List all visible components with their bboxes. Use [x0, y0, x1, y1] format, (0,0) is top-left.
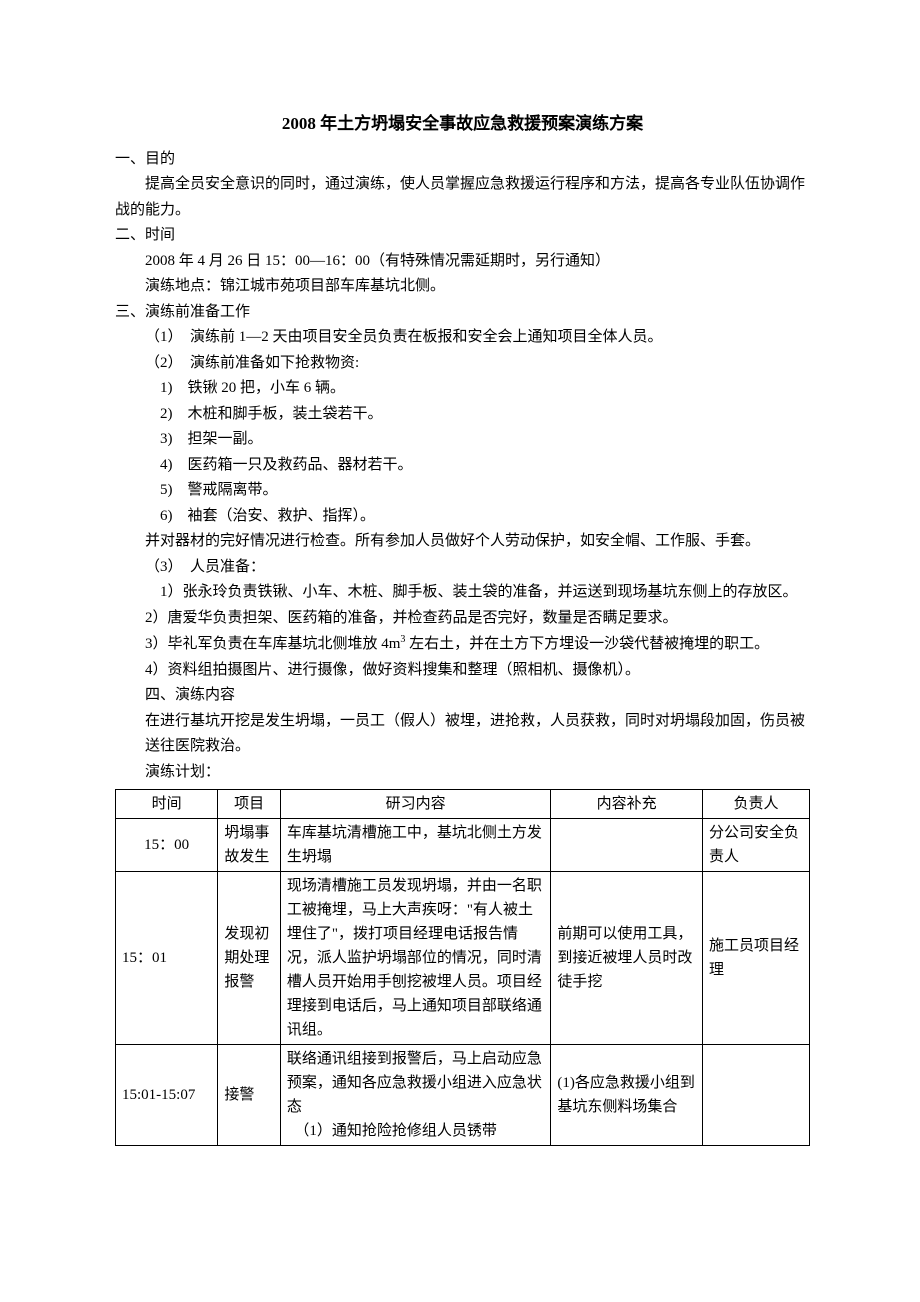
prep-item-2: （2） 演练前准备如下抢救物资: — [115, 351, 810, 377]
section-4-header: 四、演练内容 — [115, 683, 810, 709]
cell-supplement — [551, 819, 703, 872]
personnel-4: 4）资料组拍摄图片、进行摄像，做好资料搜集和整理（照相机、摄像机）。 — [115, 658, 810, 684]
cell-person — [702, 1045, 809, 1146]
th-project: 项目 — [218, 790, 281, 819]
prep-item-3: （3） 人员准备： — [115, 555, 810, 581]
cell-person: 分公司安全负责人 — [702, 819, 809, 872]
table-row: 15:01-15:07 接警 联络通讯组接到报警后，马上启动应急预案，通知各应急… — [116, 1045, 810, 1146]
cell-time: 15:01-15:07 — [116, 1045, 218, 1146]
cell-content: 车库基坑清槽施工中，基坑北侧土方发生坍塌 — [280, 819, 550, 872]
prep-item-1: （1） 演练前 1—2 天由项目安全员负责在板报和安全会上通知项目全体人员。 — [115, 325, 810, 351]
personnel-1: 1）张永玲负责铁锹、小车、木桩、脚手板、装土袋的准备，并运送到现场基坑东侧上的存… — [115, 580, 810, 606]
material-4: 4) 医药箱一只及救药品、器材若干。 — [115, 453, 810, 479]
drill-plan-table: 时间 项目 研习内容 内容补充 负责人 15：00 坍塌事故发生 车库基坑清槽施… — [115, 789, 810, 1146]
material-1: 1) 铁锹 20 把，小车 6 辆。 — [115, 376, 810, 402]
th-person: 负责人 — [702, 790, 809, 819]
material-6: 6) 袖套（治安、救护、指挥）。 — [115, 504, 810, 530]
material-5: 5) 警戒隔离带。 — [115, 478, 810, 504]
table-row: 15：01 发现初期处理报警 现场清槽施工员发现坍塌，并由一名职工被掩埋，马上大… — [116, 872, 810, 1045]
cell-person: 施工员项目经理 — [702, 872, 809, 1045]
section-2-header: 二、时间 — [115, 223, 810, 249]
cell-project: 发现初期处理报警 — [218, 872, 281, 1045]
section-2-time: 2008 年 4 月 26 日 15：00—16：00（有特殊情况需延期时，另行… — [115, 249, 810, 275]
plan-label: 演练计划： — [115, 760, 810, 786]
equipment-check: 并对器材的完好情况进行检查。所有参加人员做好个人劳动保护，如安全帽、工作服、手套… — [115, 529, 810, 555]
personnel-2: 2）唐爱华负责担架、医药箱的准备，并检查药品是否完好，数量是否瞒足要求。 — [115, 606, 810, 632]
th-content: 研习内容 — [280, 790, 550, 819]
cell-time: 15：00 — [116, 819, 218, 872]
material-2: 2) 木桩和脚手板，装土袋若干。 — [115, 402, 810, 428]
cell-project: 接警 — [218, 1045, 281, 1146]
section-1-body: 提高全员安全意识的同时，通过演练，使人员掌握应急救援运行程序和方法，提高各专业队… — [115, 172, 810, 223]
cell-supplement: 前期可以使用工具，到接近被埋人员时改徒手挖 — [551, 872, 703, 1045]
cell-project: 坍塌事故发生 — [218, 819, 281, 872]
cell-supplement: (1)各应急救援小组到基坑东侧料场集合 — [551, 1045, 703, 1146]
th-supplement: 内容补充 — [551, 790, 703, 819]
table-row: 15：00 坍塌事故发生 车库基坑清槽施工中，基坑北侧土方发生坍塌 分公司安全负… — [116, 819, 810, 872]
document-title: 2008 年土方坍塌安全事故应急救援预案演练方案 — [115, 110, 810, 139]
table-header-row: 时间 项目 研习内容 内容补充 负责人 — [116, 790, 810, 819]
section-1-header: 一、目的 — [115, 147, 810, 173]
section-2-location: 演练地点：锦江城市苑项目部车库基坑北侧。 — [115, 274, 810, 300]
material-3: 3) 担架一副。 — [115, 427, 810, 453]
personnel-3: 3）毕礼军负责在车库基坑北侧堆放 4m3 左右土，并在土方下方埋设一沙袋代替被掩… — [115, 631, 810, 658]
cell-content: 现场清槽施工员发现坍塌，并由一名职工被掩埋，马上大声疾呀："有人被土埋住了"，拨… — [280, 872, 550, 1045]
th-time: 时间 — [116, 790, 218, 819]
section-3-header: 三、演练前准备工作 — [115, 300, 810, 326]
cell-time: 15：01 — [116, 872, 218, 1045]
section-4-body: 在进行基坑开挖是发生坍塌，一员工（假人）被埋，进抢救，人员获救，同时对坍塌段加固… — [115, 709, 810, 760]
cell-content: 联络通讯组接到报警后，马上启动应急预案，通知各应急救援小组进入应急状态 （1）通… — [280, 1045, 550, 1146]
superscript-3: 3 — [400, 634, 405, 645]
